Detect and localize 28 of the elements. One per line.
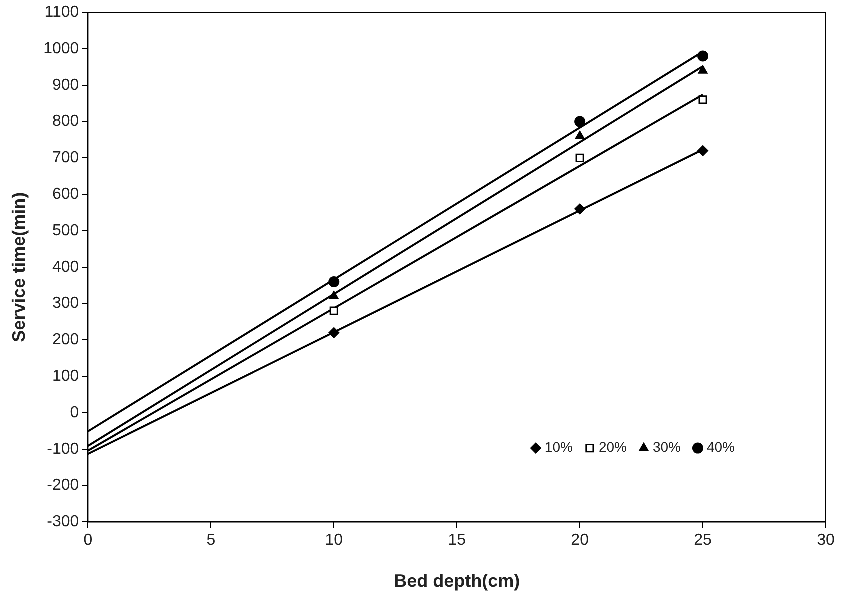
legend-label: 30% <box>652 439 681 456</box>
legend-label: 40% <box>706 439 736 456</box>
x-axis-title: Bed depth(cm) <box>394 571 520 592</box>
x-tick-label: 5 <box>206 532 216 550</box>
legend-label: 10% <box>544 439 573 456</box>
y-tick-label: 600 <box>52 186 80 204</box>
y-tick-label: 0 <box>70 404 80 422</box>
y-tick-label: 300 <box>52 295 80 312</box>
y-tick-label: 1100 <box>44 4 80 22</box>
legend-label: 20% <box>598 439 627 456</box>
y-tick-label: 400 <box>52 258 80 276</box>
y-tick-label: 700 <box>52 150 80 167</box>
y-tick-label: -300 <box>47 514 80 531</box>
y-tick-label: 500 <box>52 222 80 240</box>
x-tick-label: 30 <box>817 532 835 550</box>
x-tick-label: 0 <box>84 532 93 550</box>
x-tick-label: 20 <box>571 532 590 550</box>
y-tick-label: 100 <box>52 368 80 386</box>
y-tick-label: 900 <box>52 76 80 94</box>
y-tick-label: 1000 <box>44 40 80 58</box>
y-axis-title: Service time(min) <box>8 192 29 342</box>
x-tick-label: 15 <box>448 532 466 550</box>
y-tick-label: -100 <box>47 440 80 458</box>
y-tick-label: 200 <box>52 332 80 349</box>
x-tick-label: 10 <box>325 532 344 550</box>
y-tick-label: 800 <box>52 113 80 130</box>
y-tick-label: -200 <box>47 477 80 494</box>
x-tick-label: 25 <box>694 532 712 550</box>
